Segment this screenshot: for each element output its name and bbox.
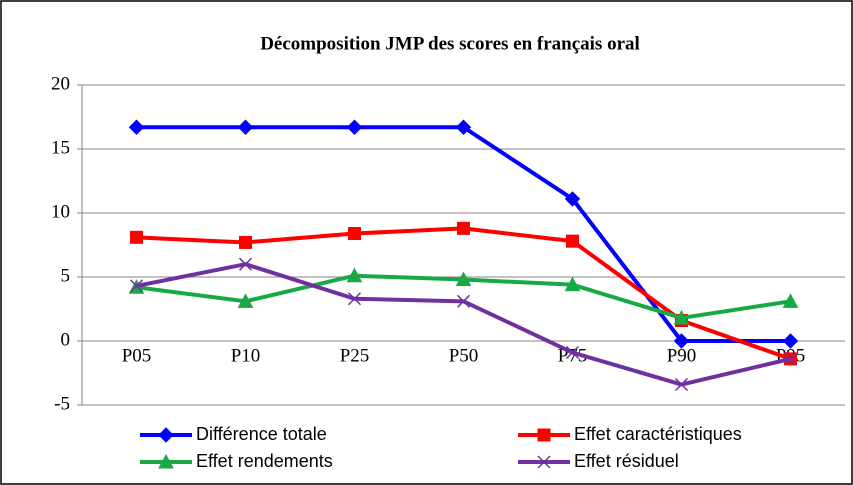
marker [237,293,254,308]
marker [237,119,254,135]
chart-title: Décomposition JMP des scores en français… [260,33,640,54]
y-tick-label: -5 [54,393,70,414]
marker [346,267,363,283]
marker [130,230,143,244]
marker [455,119,472,135]
marker [128,119,145,135]
x-tick-label: P50 [449,345,479,366]
marker [564,276,581,292]
x-tick-label: P90 [667,345,697,366]
legend-label: Effet rendements [196,451,333,471]
y-tick-label: 15 [51,137,70,158]
x-tick-label: P10 [231,345,261,366]
marker [346,119,363,135]
marker [783,352,798,366]
legend-label: Effet résiduel [574,451,679,471]
marker [158,427,174,443]
y-tick-label: 10 [51,201,70,222]
marker [239,235,252,249]
marker [347,292,362,306]
legend-label: Différence totale [196,424,327,444]
marker [782,333,799,349]
x-tick-label: P05 [122,345,152,366]
marker [537,428,551,442]
marker [238,257,253,271]
marker [566,234,579,248]
marker [673,333,690,349]
x-tick-label: P25 [340,345,370,366]
marker [456,294,471,308]
marker [348,226,361,240]
y-tick-label: 20 [51,73,70,94]
marker [565,345,580,360]
y-tick-label: 5 [61,265,71,286]
marker [673,309,690,325]
marker [674,377,689,392]
marker [457,221,470,235]
legend-label: Effet caractéristiques [574,424,742,444]
marker [158,453,174,469]
marker [782,293,799,308]
marker [564,191,581,207]
marker [537,455,551,469]
marker [455,271,472,287]
marker [129,279,144,293]
y-tick-label: 0 [61,329,71,350]
